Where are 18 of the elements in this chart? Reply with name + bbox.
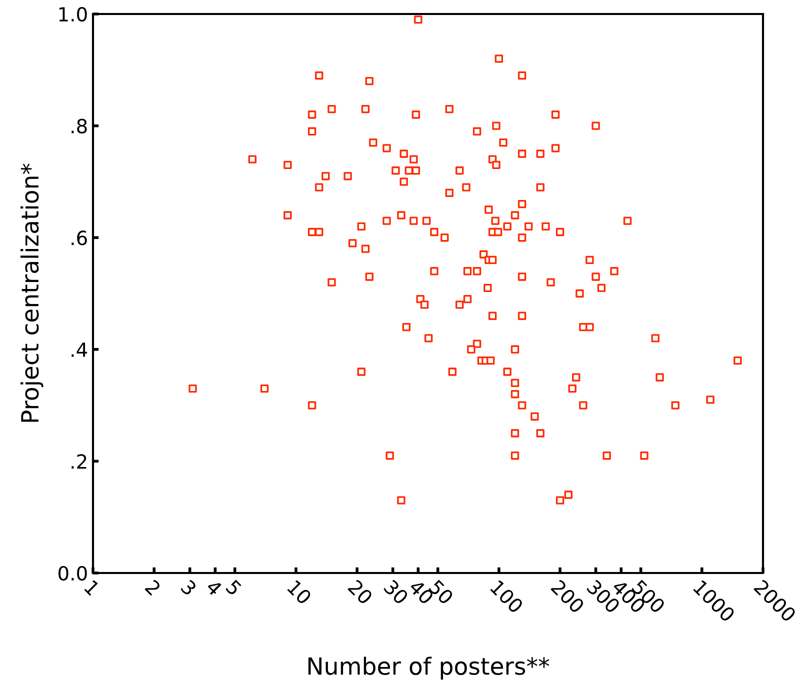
x-tick-label: 4 bbox=[205, 578, 223, 596]
y-tick-label: .6 bbox=[72, 230, 87, 246]
x-tick-label: 3 bbox=[180, 579, 198, 596]
x-tick-label: 100 bbox=[490, 580, 524, 614]
y-axis-title: Project centralization* bbox=[20, 164, 44, 422]
x-tick-label: 10 bbox=[286, 580, 312, 606]
x-tick-label: 5 bbox=[225, 579, 242, 596]
y-tick-label: .8 bbox=[72, 118, 87, 134]
y-tick-label: 0.0 bbox=[58, 566, 87, 581]
x-tick-label: 1 bbox=[84, 580, 100, 596]
x-axis-title: Number of posters** bbox=[308, 656, 550, 680]
x-tick-label: 200 bbox=[550, 579, 586, 614]
y-tick-label: .4 bbox=[72, 342, 88, 357]
y-tick-label: 1.0 bbox=[59, 6, 87, 22]
y-tick-label: .2 bbox=[72, 454, 86, 469]
x-tick-label: 2 bbox=[144, 579, 162, 596]
x-tick-label: 20 bbox=[347, 579, 374, 606]
x-tick-label: 30 bbox=[383, 579, 410, 606]
